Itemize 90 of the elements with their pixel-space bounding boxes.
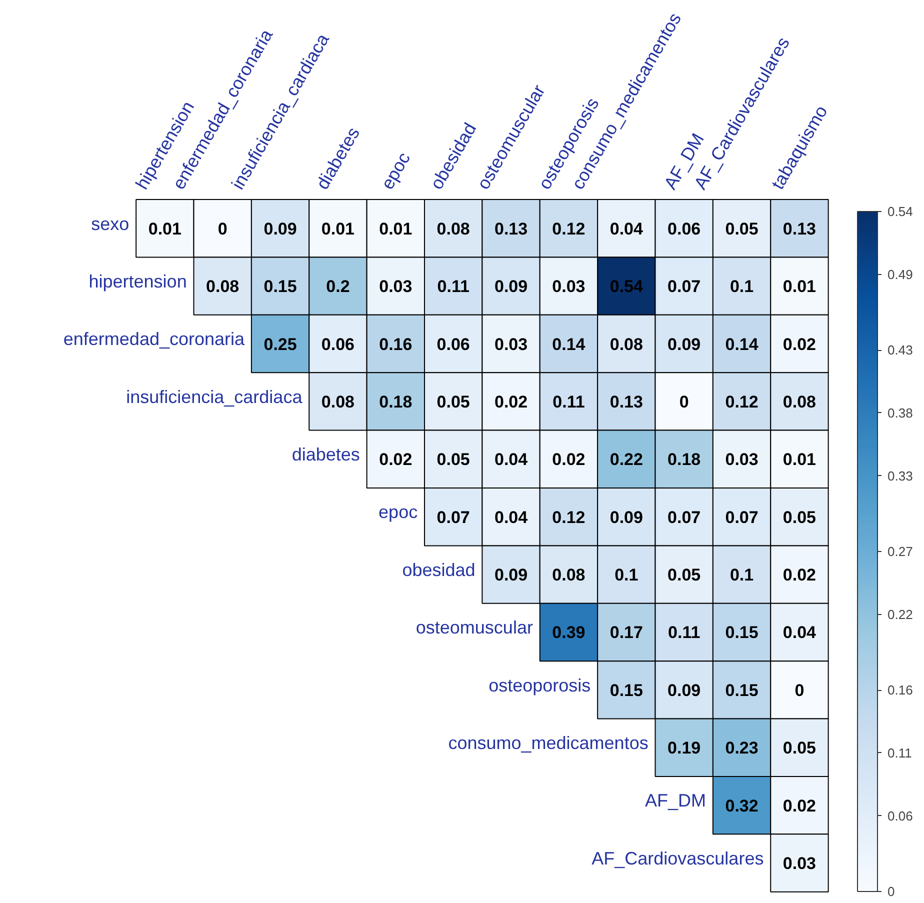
data-label: 0.07 bbox=[668, 277, 701, 296]
data-label: 0.05 bbox=[436, 392, 470, 412]
data-label: 0.05 bbox=[668, 566, 701, 585]
data-label: 0.23 bbox=[725, 738, 758, 758]
data-label: 0.06 bbox=[321, 334, 355, 354]
data-label: 0.14 bbox=[552, 334, 586, 354]
data-label: 0.1 bbox=[730, 277, 754, 296]
color-bar-label: 0.38 bbox=[888, 405, 913, 420]
data-label: 0.02 bbox=[552, 450, 586, 470]
data-label: 0.05 bbox=[436, 450, 470, 470]
data-label: 0.11 bbox=[668, 623, 700, 642]
data-label: 0.32 bbox=[725, 796, 758, 816]
data-label: 0.03 bbox=[552, 277, 586, 296]
data-label: 0.09 bbox=[668, 680, 701, 700]
data-label: 0.15 bbox=[264, 277, 297, 296]
data-label: 0.06 bbox=[668, 219, 701, 238]
data-label: 0.11 bbox=[437, 277, 470, 296]
data-label: 0.16 bbox=[379, 334, 412, 354]
y-tick-label: sexo bbox=[91, 214, 130, 234]
data-label: 0.12 bbox=[725, 392, 758, 412]
data-label: 0.09 bbox=[264, 219, 297, 238]
data-label: 0.02 bbox=[782, 796, 816, 816]
data-label: 0.08 bbox=[782, 392, 816, 412]
data-label: 0.13 bbox=[782, 219, 816, 238]
color-bar-label: 0 bbox=[888, 884, 895, 899]
data-label: 0.05 bbox=[725, 219, 758, 238]
data-label: 0.04 bbox=[782, 623, 817, 642]
data-label: 0.03 bbox=[379, 277, 412, 296]
data-label: 0 bbox=[679, 392, 689, 412]
data-label: 0.07 bbox=[436, 508, 470, 527]
data-label: 0.03 bbox=[782, 854, 816, 873]
data-label: 0.02 bbox=[782, 334, 816, 354]
data-label: 0 bbox=[794, 680, 804, 700]
data-label: 0 bbox=[218, 219, 228, 238]
data-label: 0.08 bbox=[610, 334, 643, 354]
data-label: 0.13 bbox=[494, 219, 528, 238]
data-label: 0.02 bbox=[494, 392, 528, 412]
data-label: 0.02 bbox=[379, 450, 412, 470]
data-label: 0.01 bbox=[148, 219, 182, 238]
data-label: 0.08 bbox=[206, 277, 240, 296]
data-label: 0.12 bbox=[552, 508, 586, 527]
data-label: 0.07 bbox=[668, 508, 701, 527]
color-bar-label: 0.11 bbox=[888, 745, 912, 760]
color-bar-label: 0.22 bbox=[888, 606, 913, 622]
data-label: 0.07 bbox=[725, 508, 758, 527]
data-label: 0.09 bbox=[494, 277, 528, 296]
data-label: 0.04 bbox=[494, 508, 528, 527]
color-bar-label: 0.49 bbox=[888, 266, 913, 282]
data-label: 0.08 bbox=[321, 392, 355, 412]
data-label: 0.54 bbox=[610, 277, 644, 296]
data-label: 0.18 bbox=[379, 392, 412, 412]
color-bar-label: 0.33 bbox=[888, 468, 913, 484]
data-label: 0.09 bbox=[494, 566, 528, 585]
color-bar-label: 0.43 bbox=[888, 342, 913, 358]
color-bar-label: 0.54 bbox=[888, 204, 913, 219]
color-bar-label: 0.06 bbox=[888, 808, 913, 824]
color-bar-label: 0.16 bbox=[888, 682, 913, 698]
data-label: 0.2 bbox=[326, 277, 350, 296]
color-bar-label: 0.27 bbox=[888, 544, 913, 559]
data-label: 0.15 bbox=[725, 623, 758, 642]
data-label: 0.01 bbox=[782, 277, 816, 296]
data-label: 0.12 bbox=[552, 219, 586, 238]
data-label: 0.17 bbox=[610, 623, 643, 642]
data-label: 0.01 bbox=[782, 450, 816, 470]
data-label: 0.1 bbox=[614, 566, 638, 585]
data-label: 0.05 bbox=[782, 738, 816, 758]
data-label: 0.06 bbox=[436, 334, 470, 354]
data-label: 0.09 bbox=[668, 334, 701, 354]
data-label: 0.04 bbox=[610, 219, 644, 238]
data-label: 0.11 bbox=[552, 392, 585, 412]
data-label: 0.08 bbox=[436, 219, 470, 238]
data-label: 0.01 bbox=[379, 219, 412, 238]
data-label: 0.19 bbox=[668, 738, 701, 758]
data-label: 0.15 bbox=[725, 680, 758, 700]
data-label: 0.04 bbox=[494, 450, 528, 470]
data-label: 0.02 bbox=[782, 566, 816, 585]
data-label: 0.03 bbox=[725, 450, 758, 470]
data-label: 0.13 bbox=[610, 392, 643, 412]
data-label: 0.39 bbox=[552, 623, 586, 642]
data-label: 0.14 bbox=[725, 334, 759, 354]
data-label: 0.05 bbox=[782, 508, 816, 527]
data-label: 0.22 bbox=[610, 450, 643, 470]
data-label: 0.18 bbox=[668, 450, 701, 470]
data-label: 0.01 bbox=[321, 219, 355, 238]
data-label: 0.08 bbox=[552, 566, 586, 585]
data-label: 0.09 bbox=[610, 508, 643, 527]
data-label: 0.15 bbox=[610, 680, 643, 700]
data-label: 0.25 bbox=[264, 334, 297, 354]
data-label: 0.03 bbox=[494, 334, 528, 354]
data-label: 0.1 bbox=[730, 566, 754, 585]
